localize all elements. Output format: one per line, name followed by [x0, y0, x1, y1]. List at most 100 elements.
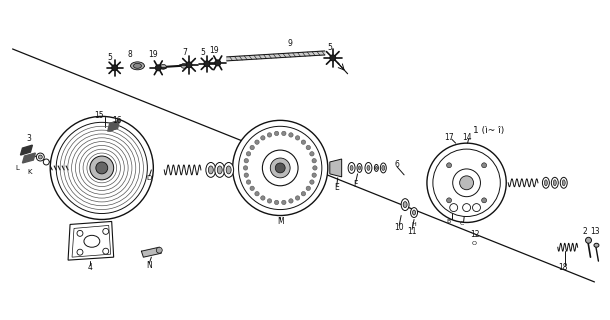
Ellipse shape — [381, 163, 386, 173]
Text: N: N — [146, 260, 152, 269]
Circle shape — [473, 204, 481, 212]
Circle shape — [243, 166, 248, 170]
Text: 17: 17 — [444, 133, 454, 142]
Circle shape — [270, 158, 290, 178]
Text: 14: 14 — [462, 133, 472, 142]
Ellipse shape — [367, 165, 370, 171]
Polygon shape — [142, 247, 161, 257]
Ellipse shape — [84, 235, 100, 247]
Text: 3: 3 — [26, 134, 31, 143]
Polygon shape — [227, 51, 325, 61]
Polygon shape — [23, 153, 35, 163]
Circle shape — [239, 126, 322, 210]
Text: O: O — [472, 241, 477, 246]
Circle shape — [310, 152, 314, 156]
Ellipse shape — [401, 199, 409, 211]
Polygon shape — [68, 221, 113, 260]
Circle shape — [260, 196, 265, 200]
Text: 4: 4 — [87, 263, 92, 272]
Ellipse shape — [215, 163, 224, 177]
Ellipse shape — [160, 64, 166, 69]
Circle shape — [274, 131, 279, 136]
Circle shape — [482, 198, 487, 203]
Text: 19: 19 — [209, 46, 218, 55]
Circle shape — [43, 159, 49, 165]
Circle shape — [38, 155, 42, 159]
Circle shape — [586, 237, 592, 243]
Text: 9: 9 — [288, 38, 293, 48]
Ellipse shape — [357, 164, 362, 172]
Circle shape — [232, 120, 328, 215]
Circle shape — [255, 140, 259, 144]
Circle shape — [50, 116, 153, 220]
Circle shape — [447, 163, 451, 168]
Circle shape — [90, 156, 113, 180]
Circle shape — [77, 230, 83, 236]
Circle shape — [460, 176, 473, 190]
Circle shape — [433, 149, 500, 217]
Circle shape — [56, 122, 148, 213]
Circle shape — [330, 55, 336, 61]
Circle shape — [312, 158, 317, 163]
Circle shape — [313, 166, 317, 170]
Circle shape — [427, 143, 506, 222]
Circle shape — [282, 200, 286, 204]
Circle shape — [156, 65, 161, 71]
Circle shape — [267, 133, 271, 137]
Circle shape — [255, 192, 259, 196]
Text: B: B — [447, 219, 451, 224]
Text: 19: 19 — [148, 51, 158, 60]
Ellipse shape — [411, 208, 417, 218]
Ellipse shape — [365, 163, 372, 173]
Ellipse shape — [412, 210, 415, 215]
Circle shape — [102, 228, 109, 234]
Ellipse shape — [375, 164, 378, 172]
Circle shape — [282, 131, 286, 136]
Ellipse shape — [562, 180, 565, 186]
Text: 5: 5 — [201, 48, 206, 57]
Polygon shape — [108, 120, 120, 131]
Ellipse shape — [359, 166, 361, 170]
Circle shape — [250, 186, 254, 190]
Circle shape — [246, 180, 251, 184]
Circle shape — [482, 163, 487, 168]
Ellipse shape — [209, 166, 213, 174]
Ellipse shape — [131, 62, 145, 70]
Circle shape — [301, 192, 306, 196]
Text: 10: 10 — [394, 223, 404, 232]
Circle shape — [450, 204, 458, 212]
Circle shape — [246, 152, 251, 156]
Circle shape — [289, 133, 293, 137]
Text: 18: 18 — [558, 263, 567, 272]
Ellipse shape — [134, 63, 142, 68]
Circle shape — [262, 150, 298, 186]
Ellipse shape — [382, 165, 385, 171]
Circle shape — [204, 61, 210, 67]
Circle shape — [274, 200, 279, 204]
Circle shape — [295, 136, 300, 140]
Circle shape — [267, 199, 271, 203]
Ellipse shape — [206, 163, 216, 177]
Text: D: D — [147, 175, 152, 181]
Circle shape — [112, 65, 118, 71]
Circle shape — [156, 247, 162, 253]
Circle shape — [462, 204, 470, 212]
Circle shape — [312, 173, 317, 177]
Text: 2: 2 — [582, 227, 587, 236]
Circle shape — [102, 248, 109, 254]
Text: 11: 11 — [407, 227, 417, 236]
Text: 5: 5 — [107, 53, 112, 62]
Polygon shape — [330, 159, 342, 177]
Ellipse shape — [375, 166, 378, 169]
Ellipse shape — [551, 177, 558, 188]
Polygon shape — [72, 225, 110, 257]
Text: 6: 6 — [395, 160, 400, 170]
Circle shape — [260, 136, 265, 140]
Text: 5: 5 — [328, 44, 332, 52]
Text: L: L — [16, 165, 20, 171]
Ellipse shape — [403, 202, 407, 208]
Text: 1 (ì~ î): 1 (ì~ î) — [473, 126, 504, 135]
Ellipse shape — [350, 165, 353, 171]
Text: 12: 12 — [470, 230, 479, 239]
Circle shape — [215, 60, 221, 66]
